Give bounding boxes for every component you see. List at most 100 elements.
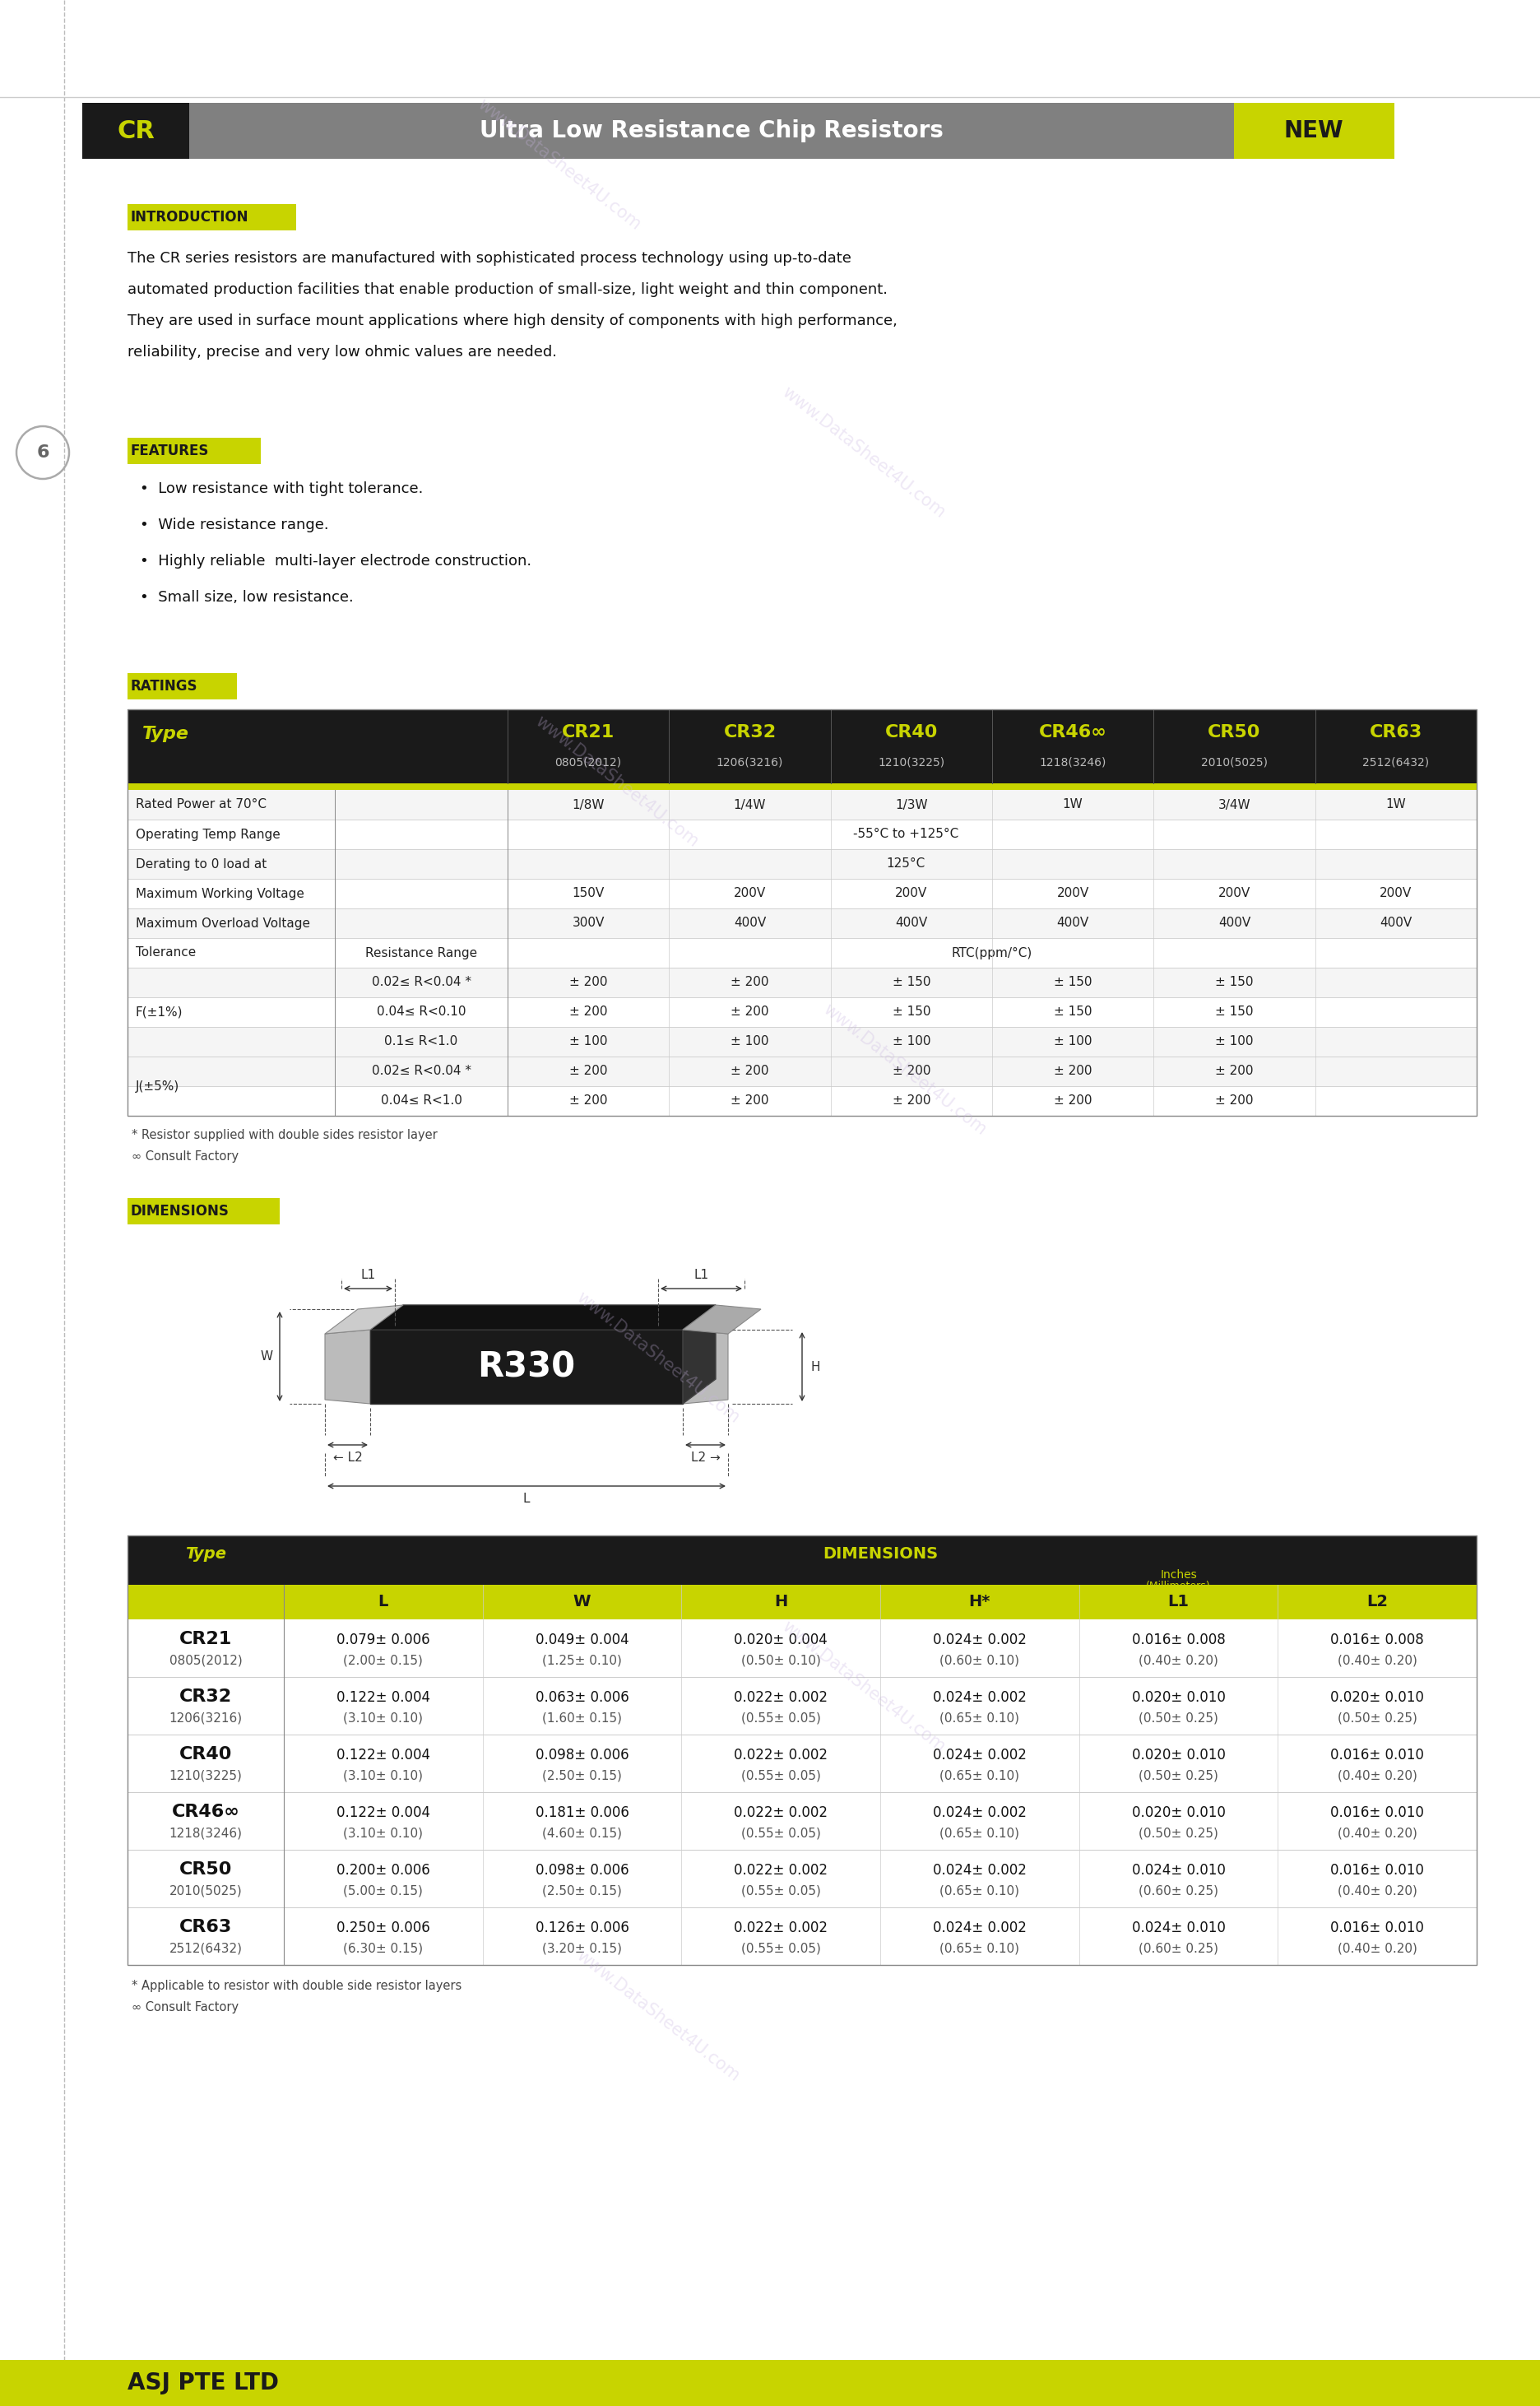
Text: The CR series resistors are manufactured with sophisticated process technology u: The CR series resistors are manufactured… [128,250,852,265]
Polygon shape [682,1331,728,1403]
Bar [128,1677,1477,1735]
Bar [128,1908,1477,1966]
Text: 0.022± 0.002: 0.022± 0.002 [735,1747,827,1761]
Bar [1234,103,1394,159]
Text: 0.020± 0.010: 0.020± 0.010 [1331,1689,1424,1703]
Text: CR50: CR50 [179,1862,233,1879]
Polygon shape [370,1304,716,1331]
Text: W: W [260,1350,273,1362]
Text: (2.50± 0.15): (2.50± 0.15) [542,1884,622,1898]
Text: 0.020± 0.010: 0.020± 0.010 [1132,1689,1226,1703]
Text: 1210(3225): 1210(3225) [878,758,944,768]
Text: 200V: 200V [1056,888,1089,900]
Text: 1/3W: 1/3W [895,799,927,811]
Polygon shape [682,1304,761,1333]
Text: (0.55± 0.05): (0.55± 0.05) [741,1884,821,1898]
Text: ± 200: ± 200 [570,1006,607,1018]
Text: DIMENSIONS: DIMENSIONS [822,1545,938,1561]
Text: W: W [573,1595,591,1610]
Text: 2010(5025): 2010(5025) [169,1884,242,1898]
Text: FEATURES: FEATURES [129,443,208,457]
Text: (0.40± 0.20): (0.40± 0.20) [1337,1655,1417,1667]
Text: ± 100: ± 100 [1053,1035,1092,1049]
Text: 0.016± 0.008: 0.016± 0.008 [1331,1631,1424,1648]
Text: L2 →: L2 → [691,1451,721,1465]
Text: 0.016± 0.010: 0.016± 0.010 [1331,1920,1424,1934]
Text: 1210(3225): 1210(3225) [169,1771,242,1783]
Text: 400V: 400V [895,917,927,929]
Text: (Millimeters): (Millimeters) [1146,1581,1210,1593]
Text: Type: Type [142,727,189,741]
Text: CR21: CR21 [562,724,614,741]
Text: 0.049± 0.004: 0.049± 0.004 [536,1631,628,1648]
Text: www.DataSheet4U.com: www.DataSheet4U.com [779,1619,949,1756]
Bar [128,1198,280,1225]
Text: (2.00± 0.15): (2.00± 0.15) [343,1655,424,1667]
Text: INTRODUCTION: INTRODUCTION [129,209,248,224]
Text: 0.024± 0.010: 0.024± 0.010 [1132,1920,1226,1934]
Bar [128,849,1477,878]
Text: RATINGS: RATINGS [129,678,197,693]
Bar [128,1535,1477,1966]
Bar [128,909,1477,938]
Bar [128,1056,1477,1085]
Text: ± 100: ± 100 [1215,1035,1254,1049]
Text: 3/4W: 3/4W [1218,799,1250,811]
Text: 0.02≤ R<0.04 *: 0.02≤ R<0.04 * [371,1066,471,1078]
Text: 0805(2012): 0805(2012) [169,1655,242,1667]
Text: www.DataSheet4U.com: www.DataSheet4U.com [821,1001,990,1138]
Text: 0.181± 0.006: 0.181± 0.006 [536,1804,628,1819]
Text: 200V: 200V [1218,888,1250,900]
Text: ± 200: ± 200 [892,1095,930,1107]
Text: (0.40± 0.20): (0.40± 0.20) [1138,1655,1218,1667]
Bar [128,438,260,464]
Text: ∞ Consult Factory: ∞ Consult Factory [131,2002,239,2014]
Text: •  Highly reliable  multi-layer electrode construction.: • Highly reliable multi-layer electrode … [140,553,531,568]
Bar [128,710,1477,784]
Bar [128,1735,1477,1792]
Text: 0.1≤ R<1.0: 0.1≤ R<1.0 [385,1035,457,1049]
Text: ± 200: ± 200 [730,1066,768,1078]
Bar [128,710,1477,1116]
Bar [128,1085,1477,1116]
Text: 6: 6 [37,445,49,462]
Text: ± 200: ± 200 [892,1066,930,1078]
Bar [128,1850,1477,1908]
Text: * Resistor supplied with double sides resistor layer: * Resistor supplied with double sides re… [131,1128,437,1140]
Text: 400V: 400V [733,917,765,929]
Text: Tolerance: Tolerance [136,946,196,960]
Text: L1: L1 [695,1270,708,1282]
Text: 2010(5025): 2010(5025) [1201,758,1267,768]
Text: ± 200: ± 200 [730,977,768,989]
Text: 0.024± 0.002: 0.024± 0.002 [933,1747,1027,1761]
Text: ± 100: ± 100 [730,1035,768,1049]
Bar [128,878,1477,909]
Text: www.DataSheet4U.com: www.DataSheet4U.com [533,712,702,849]
Text: (3.10± 0.10): (3.10± 0.10) [343,1829,424,1841]
Text: 1206(3216): 1206(3216) [169,1713,242,1725]
Text: 0.024± 0.002: 0.024± 0.002 [933,1689,1027,1703]
Text: 0805(2012): 0805(2012) [554,758,622,768]
Text: ± 150: ± 150 [1215,1006,1254,1018]
Text: (0.55± 0.05): (0.55± 0.05) [741,1713,821,1725]
Text: 0.04≤ R<1.0: 0.04≤ R<1.0 [380,1095,462,1107]
Text: 400V: 400V [1218,917,1250,929]
Text: 125°C: 125°C [887,859,926,871]
Text: 1218(3246): 1218(3246) [1040,758,1106,768]
Text: ± 100: ± 100 [892,1035,930,1049]
Text: 0.098± 0.006: 0.098± 0.006 [536,1747,628,1761]
Text: (3.10± 0.10): (3.10± 0.10) [343,1771,424,1783]
Text: (0.50± 0.25): (0.50± 0.25) [1138,1829,1218,1841]
Text: (0.65± 0.10): (0.65± 0.10) [939,1771,1019,1783]
Text: (0.40± 0.20): (0.40± 0.20) [1337,1771,1417,1783]
Text: CR63: CR63 [179,1920,233,1937]
Text: Ultra Low Resistance Chip Resistors: Ultra Low Resistance Chip Resistors [479,120,944,142]
Text: CR32: CR32 [179,1689,233,1706]
Text: ± 200: ± 200 [730,1095,768,1107]
Text: CR63: CR63 [1369,724,1423,741]
Text: 0.04≤ R<0.10: 0.04≤ R<0.10 [377,1006,465,1018]
Text: -55°C to +125°C: -55°C to +125°C [853,828,958,840]
Text: 0.122± 0.004: 0.122± 0.004 [336,1689,430,1703]
Text: H*: H* [969,1595,990,1610]
Text: 300V: 300V [573,917,605,929]
